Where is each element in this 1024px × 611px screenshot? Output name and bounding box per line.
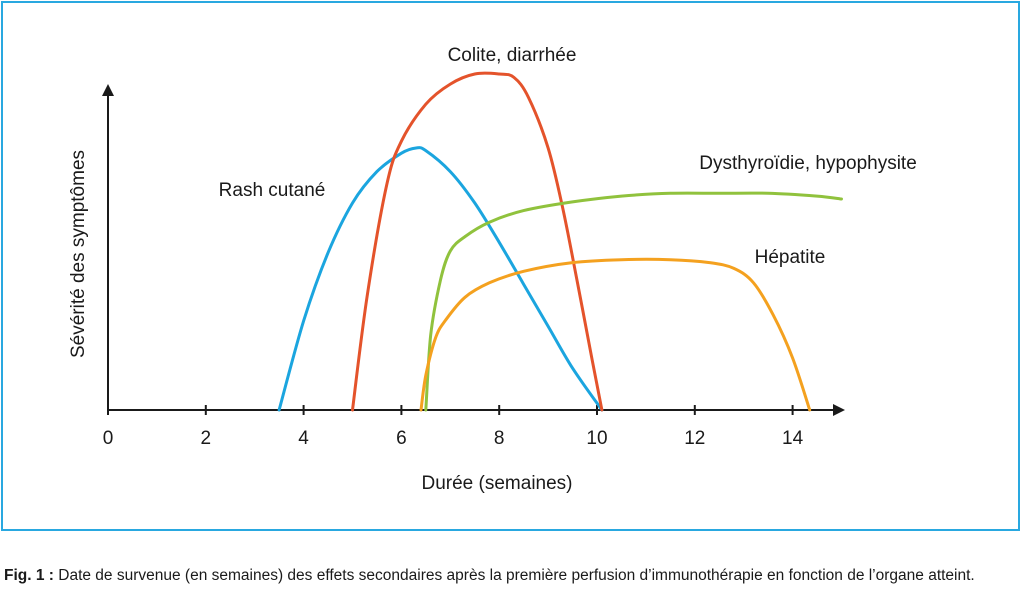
figure-frame [1,1,1020,531]
label-colitis: Colite, diarrhée [448,45,577,66]
x-tick-label: 6 [396,428,407,449]
figure-caption: Fig. 1 : Date de survenue (en semaines) … [4,565,1022,586]
label-hepatitis: Hépatite [755,247,826,268]
y-axis-arrow [102,84,114,96]
x-tick-label: 4 [298,428,309,449]
series-rash-line [277,146,604,412]
caption-prefix: Fig. 1 : [4,567,54,584]
x-tick-label: 14 [782,428,804,449]
series-hepatitis-line [419,257,812,412]
x-tick-label: 12 [684,428,705,449]
label-rash: Rash cutané [219,180,326,201]
x-tick-label: 10 [586,428,607,449]
x-tick-label: 0 [103,428,114,449]
x-axis-arrow [833,404,845,416]
label-thyroid: Dysthyroïdie, hypophysite [699,153,917,174]
chart: 0 2 4 6 8 10 12 14 Durée (semaines) Sévérité des … [68,45,917,494]
caption-text: Date de survenue (en semaines) des effet… [53,567,975,584]
series-colitis-line [351,71,604,412]
y-axis-title: Sévérité des symptômes [68,150,89,358]
x-tick-label: 2 [201,428,212,449]
x-axis-title: Durée (semaines) [422,473,573,494]
x-tick-label: 8 [494,428,505,449]
series-thyroid-line [424,191,843,412]
